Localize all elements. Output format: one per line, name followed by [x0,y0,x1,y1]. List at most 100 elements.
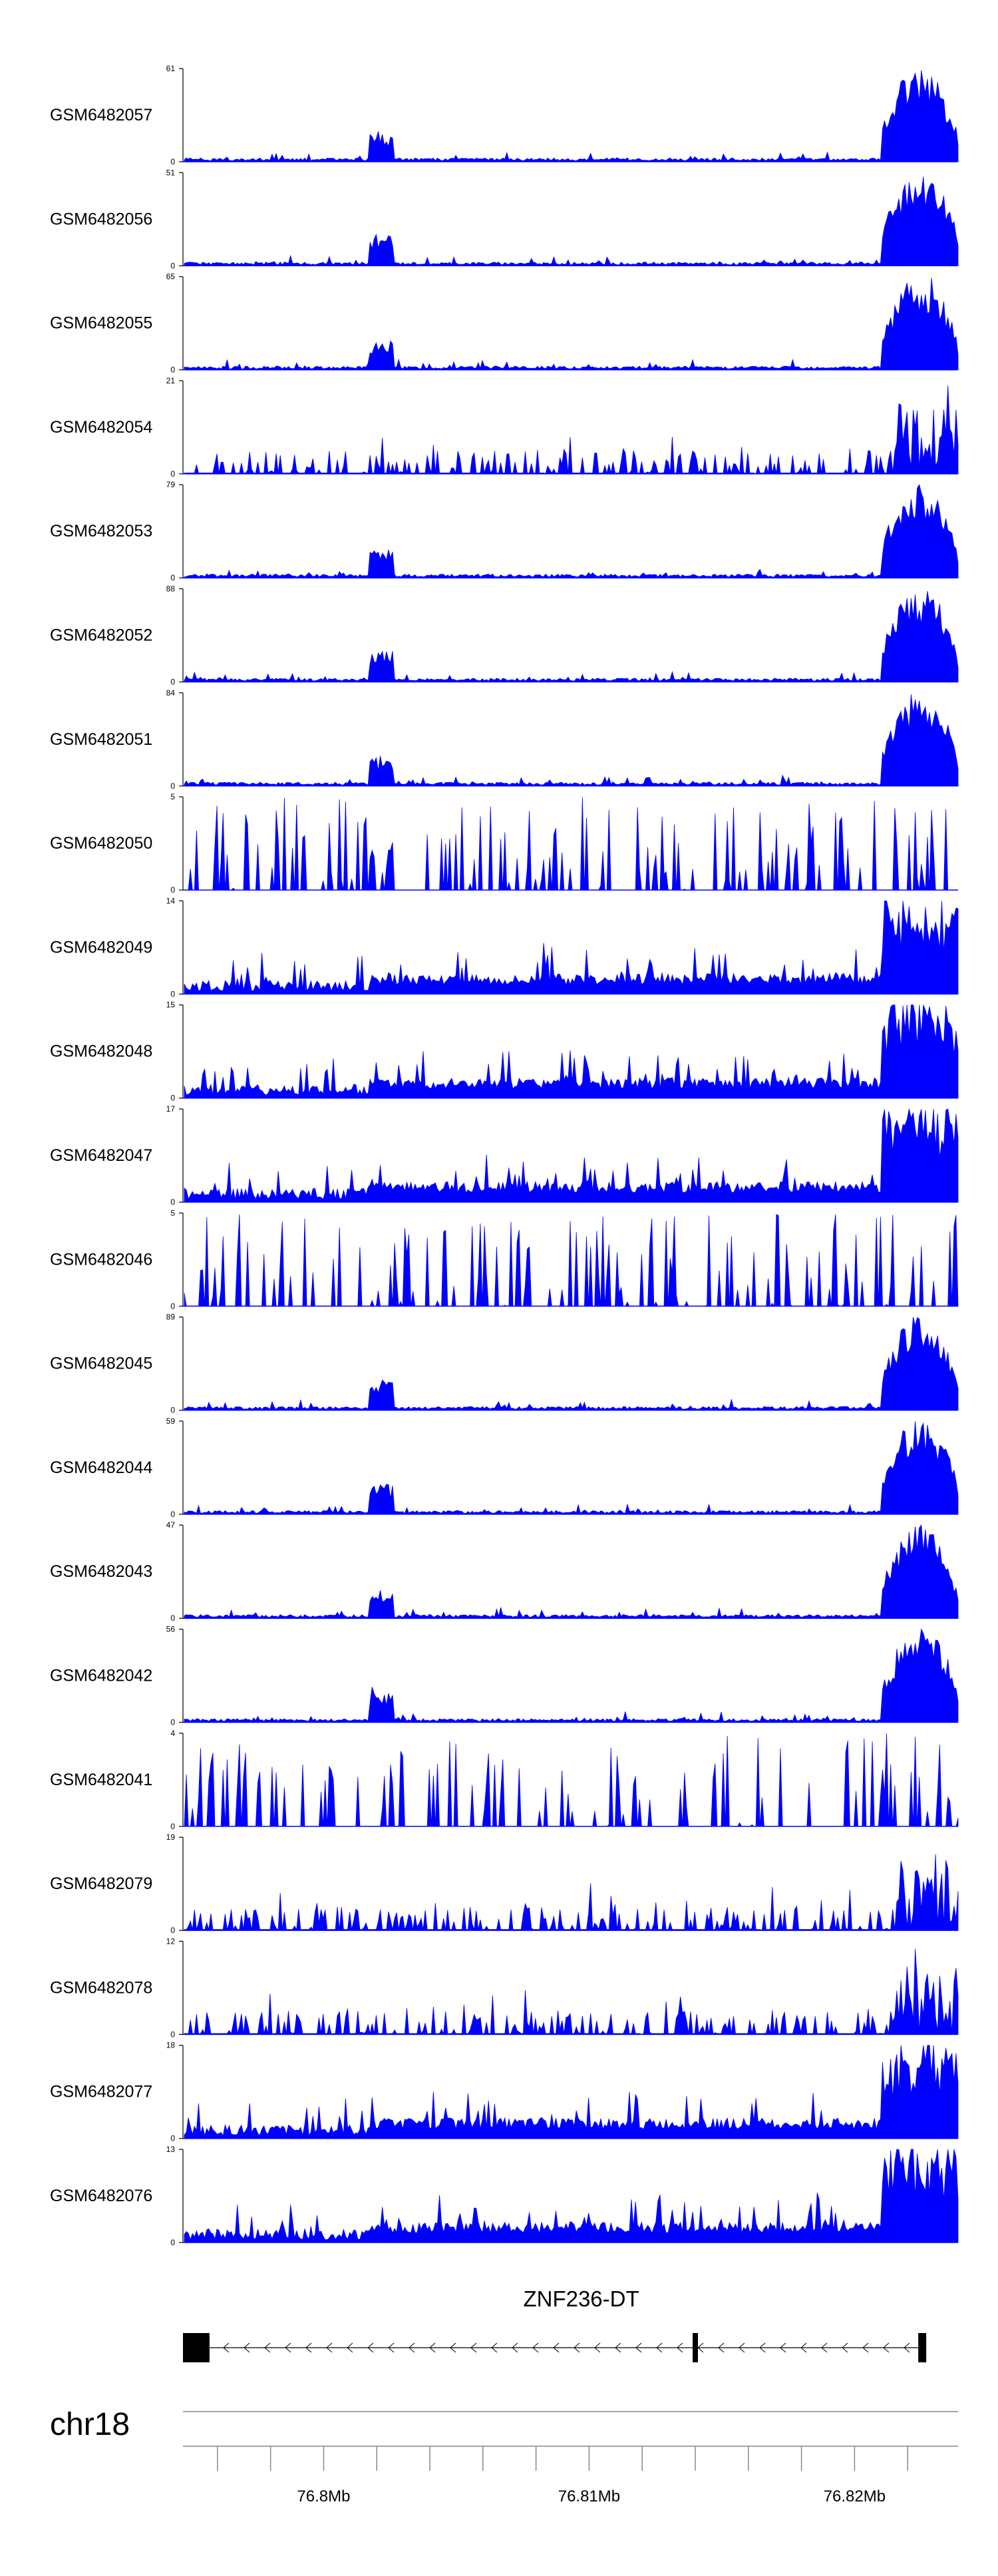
track-ymin-label: 0 [170,1197,175,1207]
track-ymax-label: 14 [166,896,176,905]
gene-strand-chevron [800,2342,807,2353]
track-ymax-label: 5 [170,792,175,801]
track-ymax-label: 65 [166,272,176,282]
gene-strand-chevron [367,2342,374,2353]
gene-strand-chevron [842,2342,848,2353]
track-ymin-label: 0 [170,1406,175,1415]
track-ymax-label: 84 [166,688,176,698]
coverage-area-GSM6482048 [184,1004,959,1099]
track-ymin-label: 0 [170,1822,175,1831]
coverage-area-GSM6482076 [184,2149,959,2243]
track-label-GSM6482078: GSM6482078 [50,1978,152,1997]
gene-strand-chevron [718,2342,725,2353]
track-ymin-label: 0 [170,885,175,895]
gene-strand-chevron [409,2342,415,2353]
track-ymin-label: 0 [170,2134,175,2143]
track-ymax-label: 15 [166,1000,176,1010]
genome-axis-tick-label: 76.81Mb [558,2487,620,2505]
track-ymin-label: 0 [170,573,175,582]
coverage-area-GSM6482057 [184,70,959,162]
coverage-area-GSM6482056 [184,176,959,266]
track-ymin-label: 0 [170,2238,175,2247]
track-label-GSM6482048: GSM6482048 [50,1042,152,1061]
track-ymin-label: 0 [170,678,175,687]
track-ymin-label: 0 [170,1718,175,1727]
coverage-area-GSM6482044 [184,1421,959,1515]
genome-axis-tick-label: 76.82Mb [824,2487,886,2505]
gene-strand-chevron [429,2342,436,2353]
track-label-GSM6482047: GSM6482047 [50,1146,152,1165]
track-ymax-label: 21 [166,376,176,385]
track-ymax-label: 18 [166,2041,176,2050]
gene-strand-chevron [821,2342,828,2353]
track-label-GSM6482042: GSM6482042 [50,1667,152,1685]
track-ymax-label: 17 [166,1104,176,1114]
track-label-GSM6482049: GSM6482049 [50,938,152,957]
track-ymin-label: 0 [170,1094,175,1103]
track-ymin-label: 0 [170,1926,175,1935]
track-label-GSM6482041: GSM6482041 [50,1771,152,1789]
track-label-GSM6482054: GSM6482054 [50,418,152,437]
coverage-area-GSM6482077 [184,2045,959,2139]
gene-strand-chevron [553,2342,560,2353]
track-label-GSM6482077: GSM6482077 [50,2083,152,2101]
track-ymax-label: 89 [166,1313,176,1322]
track-ymax-label: 47 [166,1520,176,1530]
chromosome-label: chr18 [50,2407,130,2442]
coverage-area-GSM6482079 [184,1854,959,1931]
gene-strand-chevron [491,2342,498,2353]
gene-exon [183,2333,210,2362]
gene-label: ZNF236-DT [523,2286,639,2311]
track-ymin-label: 0 [170,989,175,998]
track-ymax-label: 12 [166,1936,176,1946]
coverage-area-GSM6482043 [184,1524,959,1619]
track-ymin-label: 0 [170,1613,175,1623]
track-label-GSM6482076: GSM6482076 [50,2187,152,2205]
gene-strand-chevron [470,2342,477,2353]
track-label-GSM6482052: GSM6482052 [50,626,152,645]
gene-strand-chevron [532,2342,539,2353]
coverage-area-GSM6482049 [184,901,959,994]
gene-strand-chevron [244,2342,250,2353]
coverage-area-GSM6482050 [184,797,958,891]
gene-strand-chevron [635,2342,642,2353]
coverage-area-GSM6482053 [184,484,959,578]
gene-strand-chevron [223,2342,230,2353]
track-ymax-label: 88 [166,584,176,594]
gene-strand-chevron [739,2342,745,2353]
gene-strand-chevron [594,2342,601,2353]
coverage-area-GSM6482055 [184,278,959,370]
coverage-area-GSM6482045 [184,1317,959,1410]
coverage-area-GSM6482052 [184,591,959,682]
track-ymin-label: 0 [170,469,175,479]
gene-strand-chevron [677,2342,683,2353]
gene-strand-chevron [326,2342,333,2353]
coverage-area-GSM6482041 [184,1733,959,1827]
track-label-GSM6482044: GSM6482044 [50,1458,152,1477]
track-ymax-label: 51 [166,168,176,177]
track-ymax-label: 56 [166,1625,176,1634]
track-ymin-label: 0 [170,1301,175,1311]
track-ymax-label: 19 [166,1832,176,1842]
gene-strand-chevron [883,2342,890,2353]
coverage-area-GSM6482042 [184,1628,959,1723]
track-label-GSM6482053: GSM6482053 [50,522,152,540]
track-label-GSM6482046: GSM6482046 [50,1250,152,1269]
gene-strand-chevron [574,2342,580,2353]
gene-exon [693,2333,699,2362]
coverage-area-GSM6482047 [184,1108,959,1203]
gene-strand-chevron [656,2342,663,2353]
gene-strand-chevron [264,2342,271,2353]
track-ymax-label: 13 [166,2145,176,2154]
track-ymax-label: 61 [166,64,176,73]
track-label-GSM6482051: GSM6482051 [50,730,152,749]
track-ymin-label: 0 [170,365,175,375]
track-ymax-label: 79 [166,480,176,489]
track-ymax-label: 5 [170,1208,175,1217]
coverage-area-GSM6482051 [184,694,959,787]
gene-strand-chevron [305,2342,312,2353]
track-ymin-label: 0 [170,157,175,166]
track-ymax-label: 4 [170,1729,175,1738]
track-ymin-label: 0 [170,1510,175,1519]
